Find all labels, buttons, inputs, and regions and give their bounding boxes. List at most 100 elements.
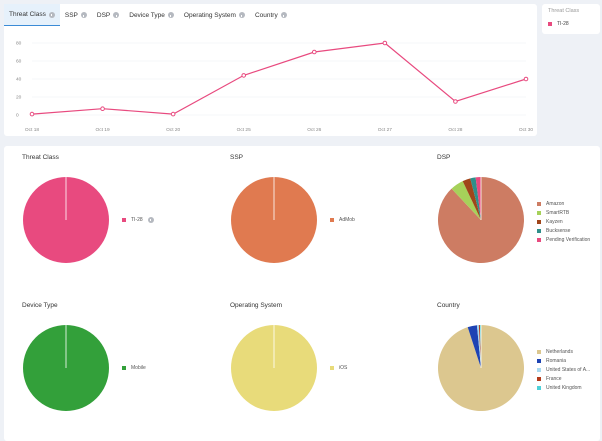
tab-dsp[interactable]: DSP	[92, 4, 124, 26]
panel-title: Device Type	[22, 302, 58, 309]
tab-ssp[interactable]: SSP	[60, 4, 92, 26]
legend-item-label: United States of A...	[546, 366, 591, 373]
panel-title: DSP	[437, 154, 451, 161]
data-point[interactable]	[523, 76, 529, 82]
pie-panel-country: Country Netherlands Romania United States o…	[419, 294, 602, 434]
legend-swatch	[330, 365, 334, 370]
pie-slice[interactable]	[462, 178, 481, 220]
legend-swatch	[122, 365, 126, 370]
legend-item[interactable]: Kayzen	[537, 217, 590, 226]
panel-title: Threat Class	[22, 154, 59, 161]
pie-slice[interactable]	[476, 325, 481, 368]
x-tick-label: Oct 18	[25, 127, 39, 133]
y-tick-label: 0	[16, 113, 19, 119]
legend-swatch	[537, 219, 541, 224]
pie-slice[interactable]	[475, 177, 481, 220]
y-tick-label: 60	[16, 59, 22, 65]
legend-item[interactable]: TI-28	[548, 21, 569, 27]
data-point[interactable]	[382, 40, 388, 46]
data-point[interactable]	[241, 73, 247, 78]
legend-item[interactable]: Romania	[537, 356, 590, 365]
pie-chart	[438, 325, 524, 411]
y-tick-label: 40	[16, 77, 22, 83]
legend-item-label: TI-28	[557, 21, 569, 27]
info-icon[interactable]	[48, 11, 55, 18]
legend-item[interactable]: AdMob	[330, 215, 355, 224]
legend-swatch	[330, 217, 334, 222]
legend-swatch	[122, 217, 126, 222]
info-icon[interactable]	[113, 12, 120, 18]
pie-legend: Mobile	[122, 363, 146, 372]
tab-device-type[interactable]: Device Type	[124, 4, 179, 26]
chart-legend-panel: Threat Class TI-28	[542, 4, 600, 34]
data-point[interactable]	[311, 49, 317, 55]
pie-slice[interactable]	[470, 177, 481, 220]
trend-line-chart: 0 20 40 60 80 Oct 18 Oct 19 Oct 20 Oct 25 Oct 26 O…	[16, 40, 533, 133]
info-icon[interactable]	[167, 12, 174, 18]
tab-label: SSP	[64, 11, 78, 19]
tab-threat-class[interactable]: Threat Class	[4, 4, 60, 26]
data-point[interactable]	[29, 111, 35, 117]
trend-card: Threat Class SSP DSP Device Type Operating S…	[4, 4, 537, 136]
legend-item-label: Romania	[546, 357, 567, 364]
pie-slice[interactable]	[467, 325, 481, 368]
legend-swatch	[537, 201, 541, 206]
legend-item-label: United Kingdom	[546, 385, 582, 392]
pie-panel-ssp: SSP AdMob	[212, 146, 407, 286]
info-icon[interactable]	[280, 12, 287, 18]
legend-item-label: France	[546, 376, 562, 383]
legend-title: Threat Class	[548, 8, 580, 14]
legend-swatch	[537, 377, 541, 382]
x-tick-label: Oct 27	[378, 127, 392, 133]
info-icon[interactable]	[80, 12, 87, 18]
legend-item[interactable]: SmartRTB	[537, 208, 590, 217]
y-tick-label: 80	[16, 41, 22, 47]
data-point[interactable]	[453, 99, 458, 104]
info-icon[interactable]	[238, 12, 245, 18]
data-point[interactable]	[170, 111, 176, 117]
legend-item[interactable]: United Kingdom	[537, 384, 590, 393]
pie-slice[interactable]	[451, 181, 481, 220]
pie-legend: TI-28	[122, 215, 154, 224]
data-point[interactable]	[100, 106, 105, 111]
legend-item[interactable]: TI-28	[122, 215, 154, 224]
pie-slice[interactable]	[478, 325, 481, 368]
panel-title: Operating System	[230, 302, 283, 309]
x-tick-label: Oct 30	[519, 127, 533, 133]
pie-chart	[23, 177, 109, 263]
tab-label: Country	[254, 11, 278, 19]
legend-item[interactable]: Bucksense	[537, 227, 590, 236]
x-tick-label: Oct 26	[307, 127, 321, 133]
pie-chart	[231, 177, 317, 263]
legend-item-label: Kayzen	[546, 218, 563, 225]
legend-swatch	[537, 349, 541, 354]
legend-swatch	[548, 22, 552, 26]
tab-label: Device Type	[129, 11, 165, 19]
tab-label: Operating System	[183, 11, 236, 19]
x-tick-label: Oct 19	[96, 127, 110, 133]
legend-item[interactable]: Amazon	[537, 199, 590, 208]
tab-label: Threat Class	[9, 11, 46, 18]
tab-country[interactable]: Country	[250, 4, 292, 26]
legend-item[interactable]: iOS	[330, 363, 347, 372]
legend-swatch	[537, 238, 541, 243]
legend-item[interactable]: France	[537, 375, 590, 384]
legend-item[interactable]: United States of A...	[537, 365, 590, 374]
legend-item-label: Pending Verification	[546, 237, 591, 244]
y-tick-label: 20	[16, 95, 22, 101]
x-tick-label: Oct 20	[166, 127, 180, 133]
breakdown-card: Threat Class TI-28 SSP AdMob DSP Amazon SmartR…	[4, 146, 600, 441]
legend-item-label: Amazon	[546, 200, 565, 207]
legend-item-label: AdMob	[339, 216, 355, 223]
legend-item[interactable]: Netherlands	[537, 347, 590, 356]
tab-operating-system[interactable]: Operating System	[179, 4, 250, 26]
legend-item-label: SmartRTB	[546, 209, 570, 216]
tab-label: DSP	[96, 11, 111, 19]
pie-legend: Amazon SmartRTB Kayzen Bucksense Pending Ver…	[537, 199, 590, 245]
legend-item[interactable]: Mobile	[122, 363, 146, 372]
legend-item-label: TI-28	[131, 216, 143, 223]
info-icon[interactable]	[147, 216, 154, 223]
pie-chart	[23, 325, 109, 411]
legend-item[interactable]: Pending Verification	[537, 236, 590, 245]
legend-swatch	[537, 367, 541, 372]
